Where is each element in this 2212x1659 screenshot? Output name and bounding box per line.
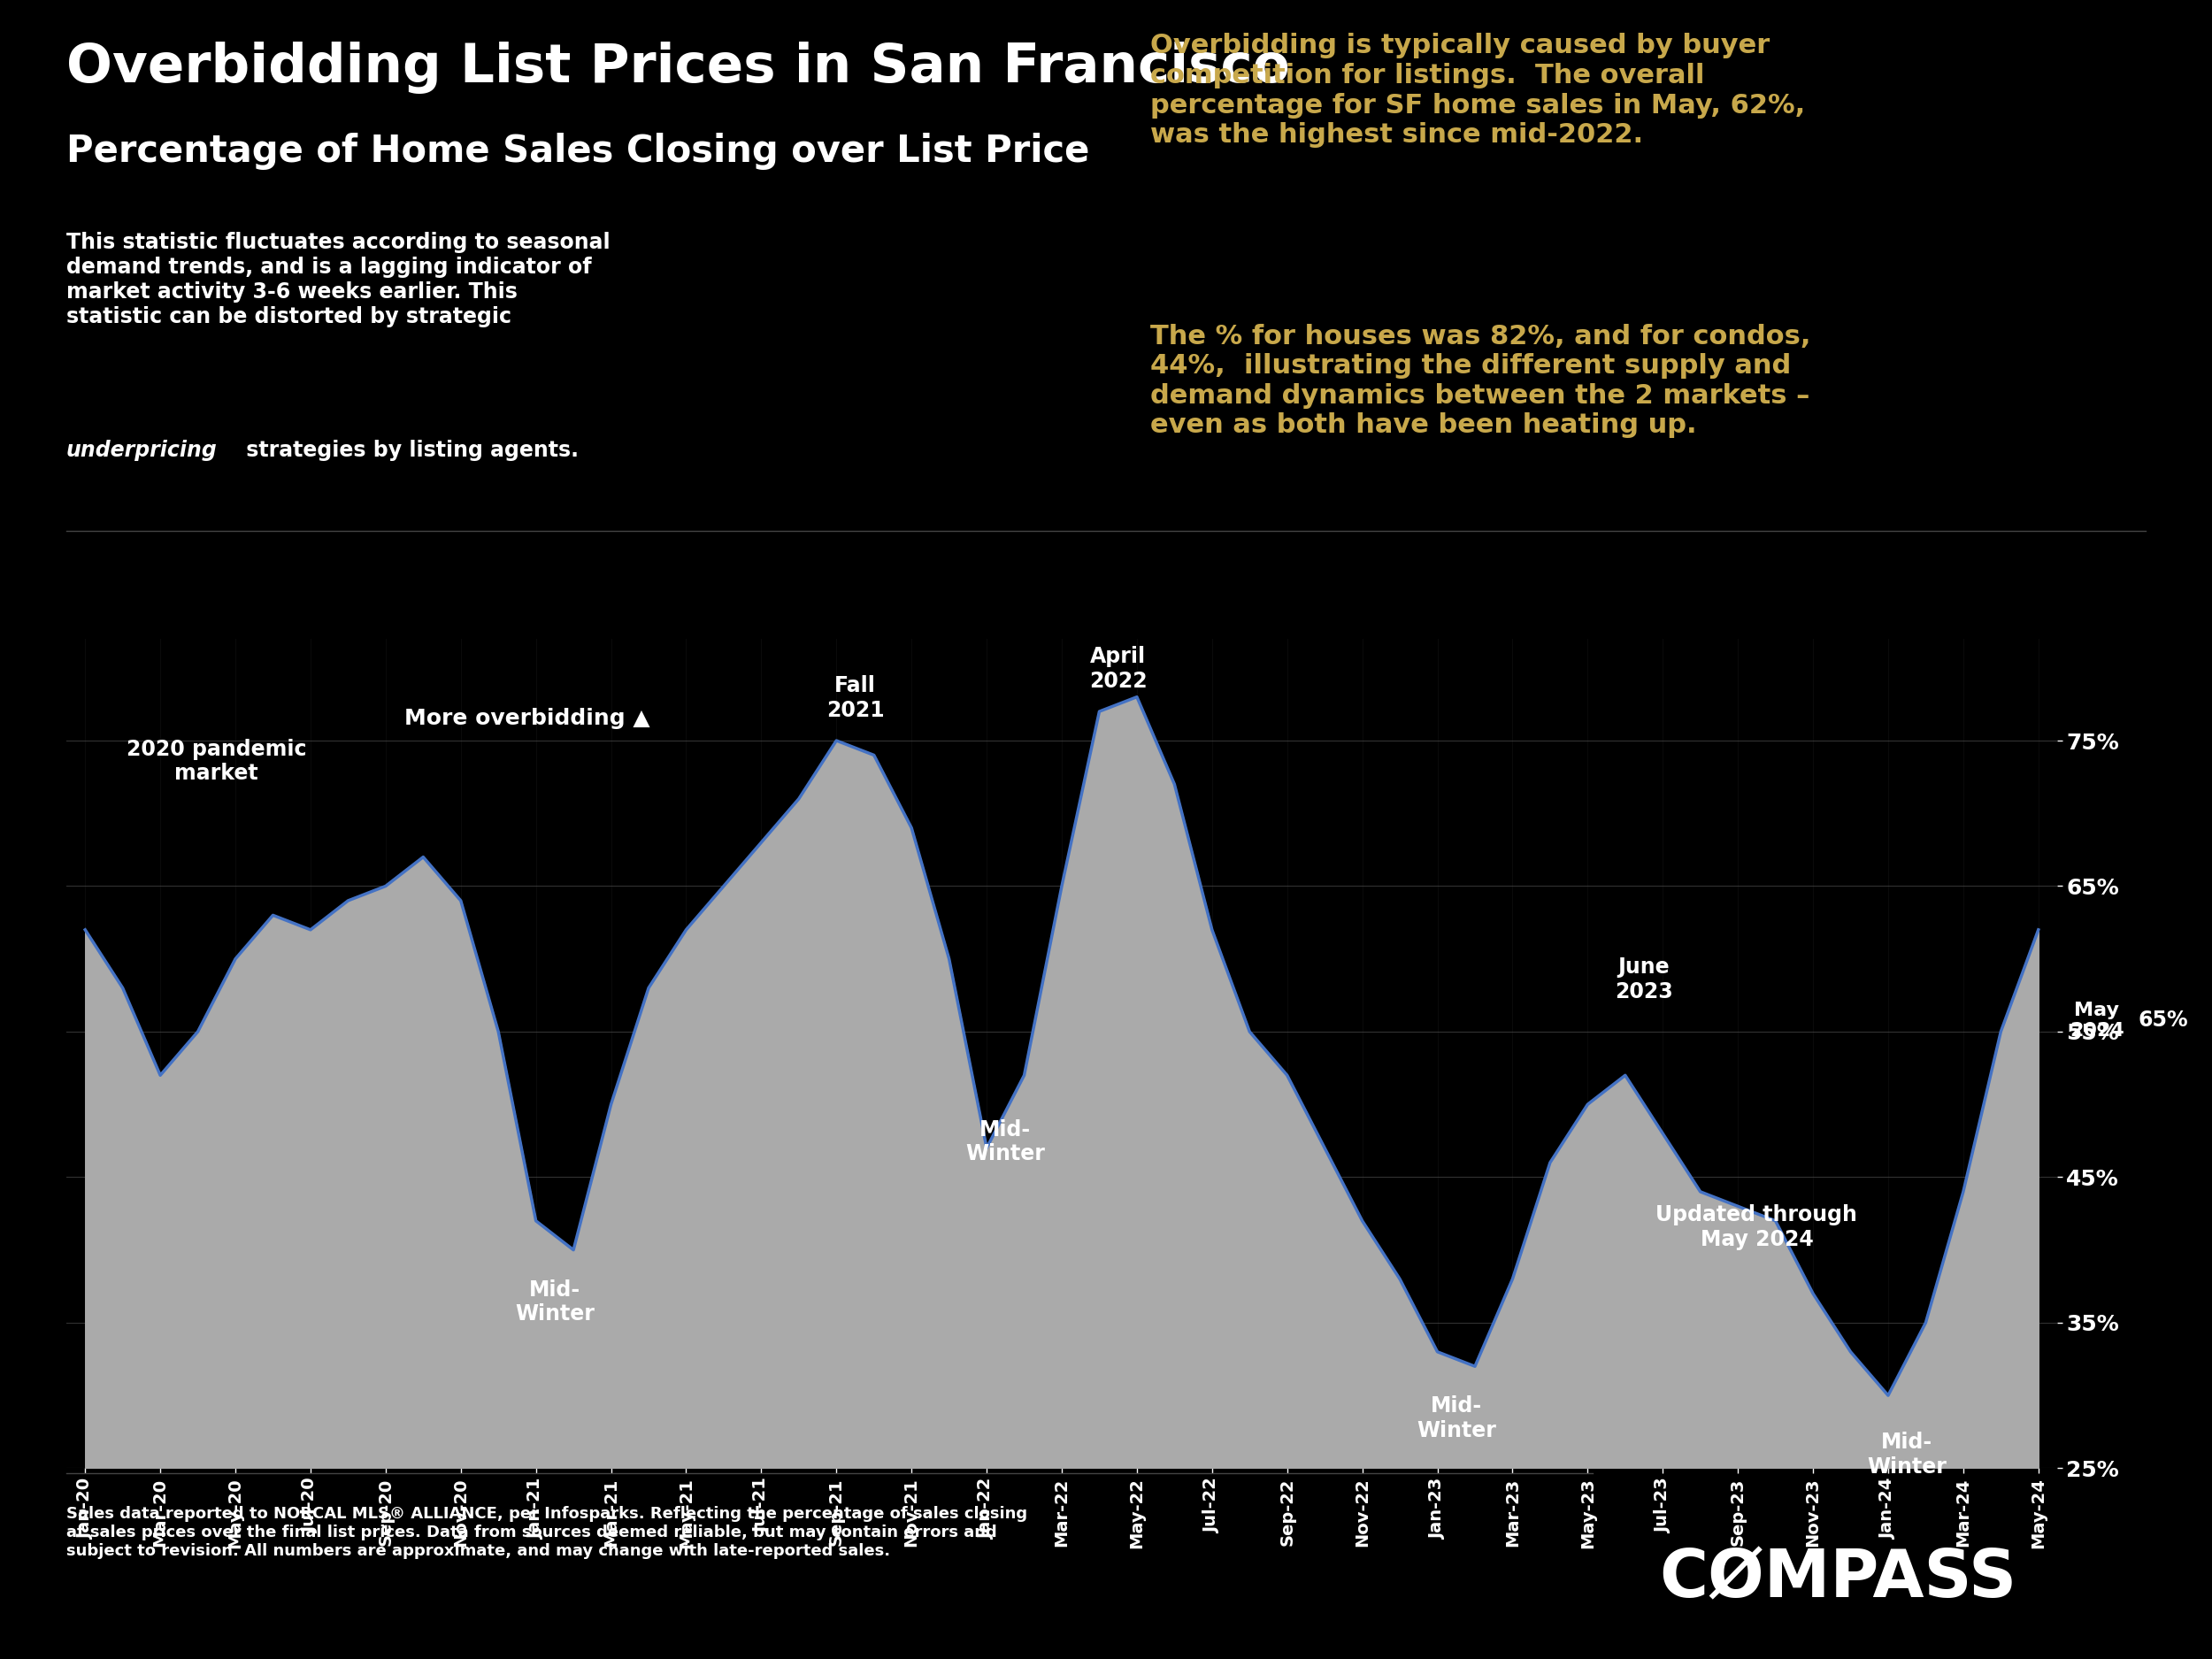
Text: Sales data reported to NORCAL MLS® ALLIANCE, per Infosparks. Reflecting the perc: Sales data reported to NORCAL MLS® ALLIA… (66, 1506, 1026, 1559)
Text: Overbidding is typically caused by buyer
competition for listings.  The overall
: Overbidding is typically caused by buyer… (1150, 33, 1805, 148)
Text: Updated through
May 2024: Updated through May 2024 (1657, 1204, 1858, 1249)
Text: strategies by listing agents.: strategies by listing agents. (239, 440, 580, 461)
Text: April
2022: April 2022 (1088, 645, 1148, 692)
Text: CØMPASS: CØMPASS (1659, 1548, 2017, 1611)
Text: underpricing: underpricing (66, 440, 217, 461)
Text: Fall
2021: Fall 2021 (825, 675, 885, 722)
Text: June
2023: June 2023 (1615, 957, 1672, 1002)
Text: Mid-
Winter: Mid- Winter (515, 1279, 595, 1326)
Text: The % for houses was 82%, and for condos,
44%,  illustrating the different suppl: The % for houses was 82%, and for condos… (1150, 324, 1812, 438)
Text: Overbidding List Prices in San Francisco: Overbidding List Prices in San Francisco (66, 41, 1290, 93)
Text: Mid-
Winter: Mid- Winter (1867, 1432, 1947, 1478)
Text: 65%: 65% (2139, 1010, 2188, 1030)
Text: May
2024: May 2024 (2070, 1000, 2124, 1040)
Text: Percentage of Home Sales Closing over List Price: Percentage of Home Sales Closing over Li… (66, 133, 1091, 169)
Text: This statistic fluctuates according to seasonal
demand trends, and is a lagging : This statistic fluctuates according to s… (66, 232, 611, 327)
Text: 2020 pandemic
market: 2020 pandemic market (126, 738, 307, 785)
Text: More overbidding ▲: More overbidding ▲ (405, 708, 650, 730)
Text: Mid-
Winter: Mid- Winter (967, 1118, 1046, 1165)
Text: Mid-
Winter: Mid- Winter (1416, 1395, 1495, 1442)
